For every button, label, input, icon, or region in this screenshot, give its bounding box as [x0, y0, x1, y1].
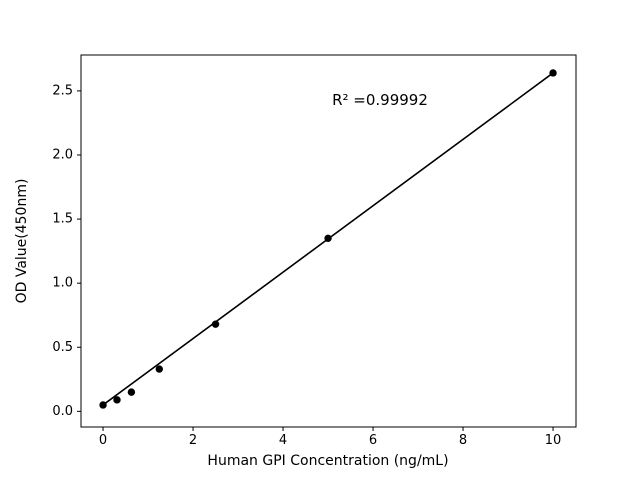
data-point [155, 365, 163, 373]
x-tick-label: 0 [99, 433, 107, 448]
y-tick-label: 2.0 [52, 147, 73, 162]
data-point [127, 388, 136, 396]
plot-border [80, 54, 577, 428]
x-tick-label: 6 [369, 433, 377, 448]
x-tick-label: 8 [459, 433, 467, 448]
x-axis-label: Human GPI Concentration (ng/mL) [207, 453, 448, 469]
data-point [99, 401, 107, 409]
data-point [211, 320, 220, 328]
y-tick-label: 0.5 [52, 340, 73, 355]
x-tick-label: 10 [545, 433, 562, 448]
y-tick-label: 0.0 [52, 404, 73, 419]
y-tick-label: 1.0 [52, 276, 73, 291]
y-tick-label: 1.5 [52, 212, 73, 227]
x-tick-label: 4 [279, 433, 287, 448]
data-point [113, 396, 121, 404]
data-point [324, 234, 332, 243]
r-squared-annotation: R² =0.99992 [332, 91, 428, 109]
y-tick-label: 2.5 [52, 83, 73, 98]
y-axis-label: OD Value(450nm) [14, 179, 30, 304]
x-tick-label: 2 [189, 433, 197, 448]
data-point [549, 69, 557, 77]
plot-area: 0 2 4 6 8 10 0.0 0.5 1.0 1.5 2.0 2.5 [52, 54, 577, 448]
